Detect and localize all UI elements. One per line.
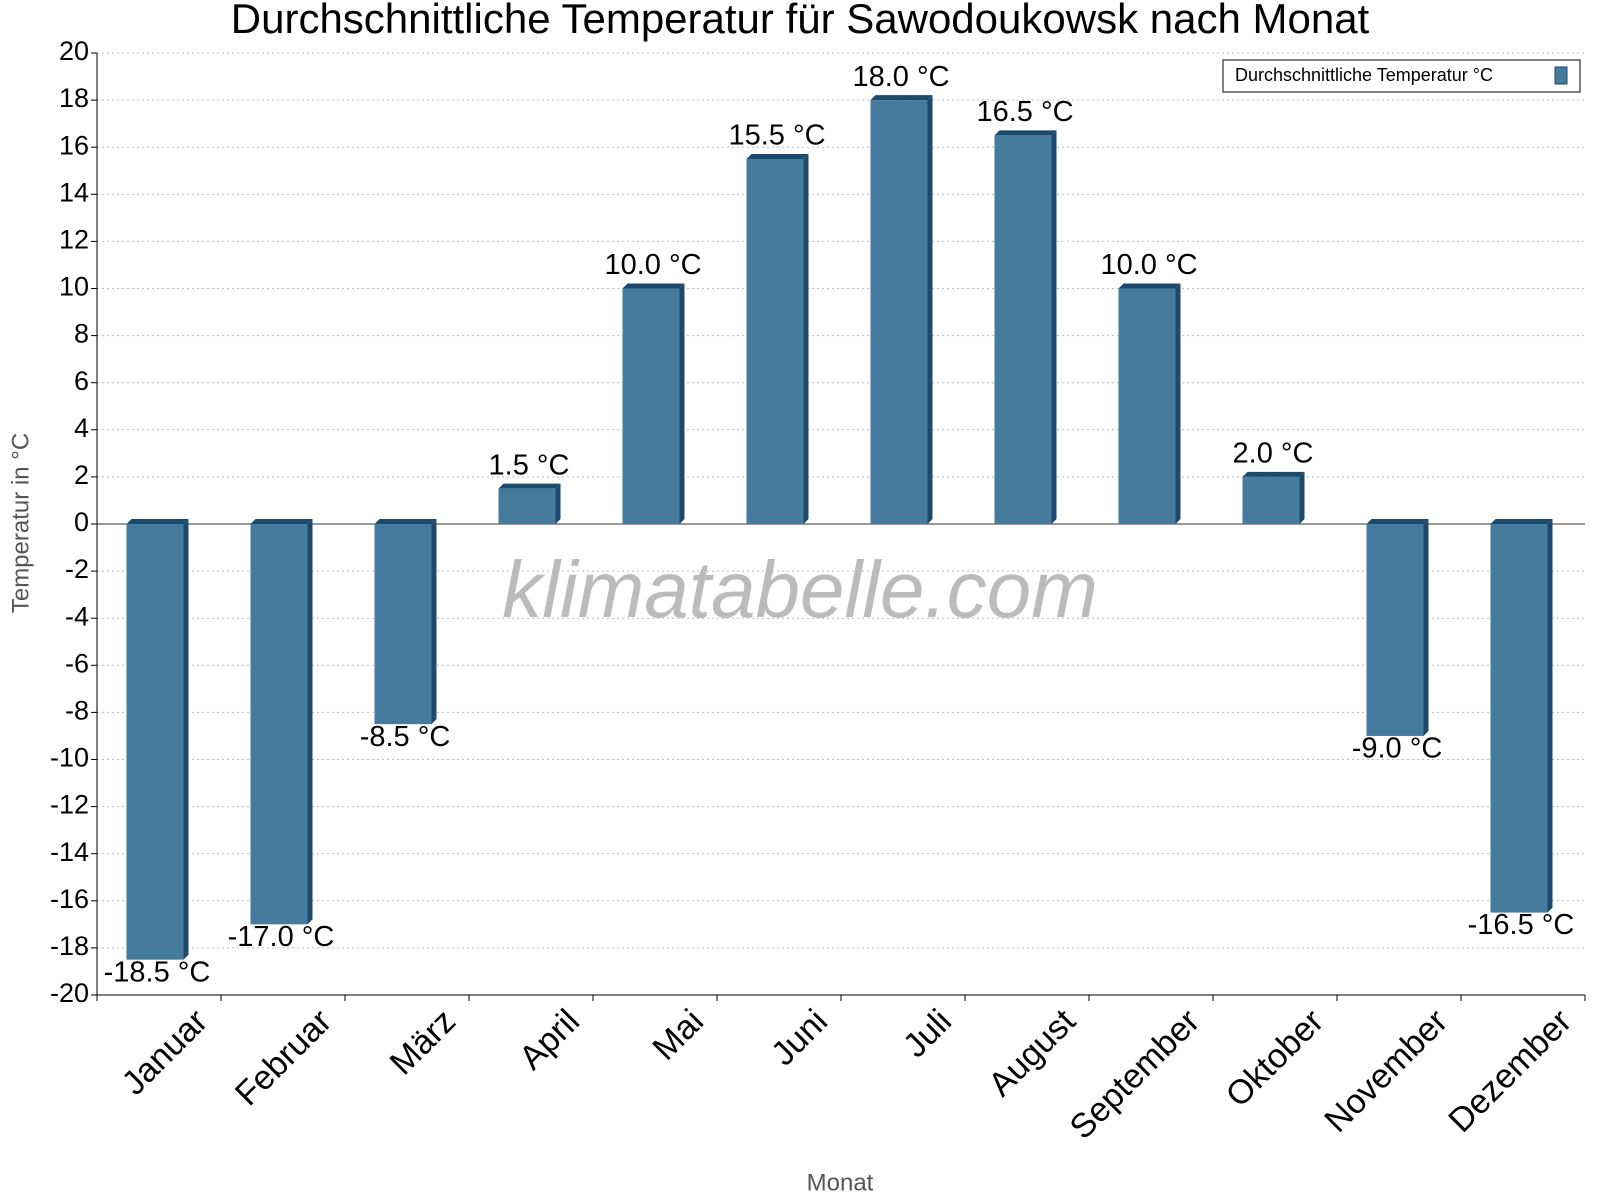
legend-swatch: [1554, 66, 1568, 85]
bar-side: [183, 519, 189, 960]
bar: [746, 158, 804, 524]
legend-box: [1222, 59, 1581, 93]
y-tick-label: -2: [65, 554, 89, 584]
bar-side: [1299, 471, 1305, 524]
bar-side: [803, 153, 809, 524]
value-label: -18.5 °C: [104, 956, 211, 988]
value-label: -9.0 °C: [1352, 733, 1443, 765]
bar-side: [555, 483, 561, 524]
value-label: 1.5 °C: [489, 449, 570, 481]
y-tick-label: -4: [65, 601, 89, 631]
bar: [994, 135, 1052, 525]
x-tick-label: Mai: [645, 1002, 711, 1068]
y-tick-label: 16: [59, 130, 89, 160]
value-label: 10.0 °C: [604, 249, 701, 281]
chart-title: Durchschnittliche Temperatur für Sawodou…: [231, 0, 1370, 42]
watermark: klimatabelle.com: [502, 545, 1098, 634]
y-tick-label: 8: [74, 319, 89, 349]
x-tick-label: Juli: [896, 1002, 959, 1065]
bar: [870, 100, 928, 524]
value-label: -17.0 °C: [228, 921, 335, 953]
bar: [250, 524, 308, 925]
bar-top: [374, 519, 437, 524]
bar-side: [1175, 283, 1181, 524]
x-tick-label: August: [981, 1002, 1083, 1104]
y-tick-label: -14: [50, 837, 89, 867]
value-label: 10.0 °C: [1100, 249, 1197, 281]
y-tick-label: 6: [74, 366, 89, 396]
value-label: -16.5 °C: [1468, 909, 1575, 941]
bar-top: [746, 153, 809, 159]
x-tick-label: Juni: [764, 1002, 835, 1073]
y-tick-label: 10: [59, 272, 89, 302]
x-tick-label: Januar: [115, 1002, 215, 1102]
x-tick-label: April: [512, 1002, 587, 1077]
x-tick-label: Februar: [228, 1002, 339, 1113]
bar-top: [622, 283, 685, 289]
bar: [1366, 524, 1424, 736]
value-label: 18.0 °C: [852, 61, 949, 93]
bar-top: [498, 483, 561, 489]
bar-side: [307, 519, 313, 925]
x-tick-label: März: [383, 1002, 463, 1082]
y-tick-label: 12: [59, 225, 89, 255]
value-label: 2.0 °C: [1233, 438, 1314, 470]
bar-top: [1490, 519, 1553, 524]
value-label: 15.5 °C: [728, 120, 825, 152]
y-tick-label: -12: [50, 790, 89, 820]
bar-top: [1242, 471, 1305, 477]
bar: [1242, 476, 1300, 524]
bar-top: [1118, 283, 1181, 289]
x-axis-label: Monat: [807, 1169, 874, 1196]
bar-side: [1423, 519, 1429, 736]
value-label: -8.5 °C: [360, 721, 451, 753]
y-tick-label: -10: [50, 743, 89, 773]
legend: Durchschnittliche Temperatur °C: [1222, 59, 1581, 93]
bar-top: [250, 519, 313, 524]
bar-side: [927, 95, 933, 524]
y-tick-label: 4: [74, 413, 89, 443]
y-tick-label: -6: [65, 648, 89, 678]
bar-top: [994, 130, 1057, 136]
bar: [622, 288, 680, 524]
bar-side: [1051, 130, 1057, 525]
y-tick-label: 18: [59, 83, 89, 113]
bar-top: [126, 519, 189, 524]
y-tick-label: 0: [74, 507, 89, 537]
x-tick-label: Dezember: [1441, 1002, 1579, 1140]
bar: [498, 488, 556, 524]
x-tick-label: Oktober: [1219, 1002, 1331, 1114]
legend-label: Durchschnittliche Temperatur °C: [1235, 65, 1493, 85]
y-tick-label: 20: [59, 36, 89, 66]
bar-side: [679, 283, 685, 524]
y-tick-label: -8: [65, 696, 89, 726]
y-tick-label: -16: [50, 884, 89, 914]
bar: [1118, 288, 1176, 524]
y-tick-label: 2: [74, 460, 89, 490]
bar-side: [1547, 519, 1553, 913]
x-tick-label: November: [1317, 1002, 1455, 1140]
bar: [374, 524, 432, 725]
y-tick-label: -20: [50, 978, 89, 1008]
bar-top: [870, 95, 933, 101]
y-tick-label: 14: [59, 177, 89, 207]
x-tick-label: September: [1063, 1002, 1207, 1146]
bar: [1490, 524, 1548, 913]
bar-side: [431, 519, 437, 725]
y-tick-label: -18: [50, 931, 89, 961]
value-label: 16.5 °C: [976, 96, 1073, 128]
bar: [126, 524, 184, 960]
y-axis-label: Temperatur in °C: [7, 433, 34, 613]
bar-top: [1366, 519, 1429, 524]
